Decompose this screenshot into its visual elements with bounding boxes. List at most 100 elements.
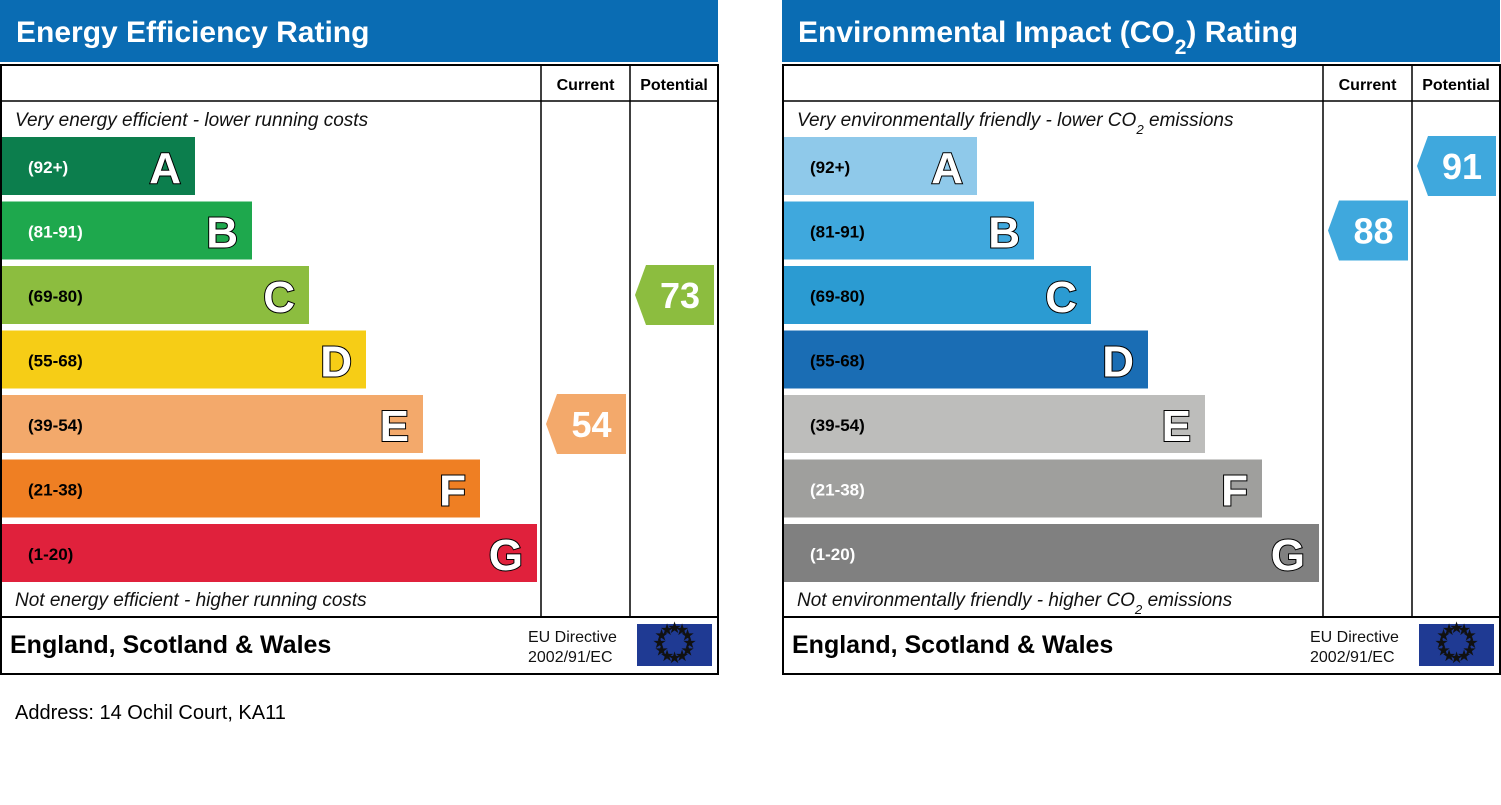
band-letter-a: A [149,144,181,193]
band-range-c: (69-80) [810,287,865,306]
band-bar-b [2,201,252,260]
eu-star-icon: ★ [654,643,668,660]
eu-star-icon: ★ [1442,622,1456,639]
band-letter-g: G [489,531,523,580]
column-header-potential: Potential [1422,77,1490,94]
band-range-e: (39-54) [28,416,83,435]
band-range-c: (69-80) [28,287,83,306]
band-range-d: (55-68) [810,352,865,371]
potential-rating-value: 73 [660,275,700,316]
eu-star-icon: ★ [654,628,668,645]
current-rating-value: 88 [1353,211,1393,252]
panel-header [0,0,718,62]
panel-header [782,0,1500,62]
band-bar-f [2,459,480,518]
eu-directive-label: EU Directive [528,629,617,646]
eu-star-icon: ★ [682,635,696,652]
eu-star-icon: ★ [680,643,694,660]
potential-rating-arrow [1417,136,1496,196]
column-header-current: Current [557,77,615,94]
bottom-note: Not energy efficient - higher running co… [15,590,367,611]
eu-star-icon: ★ [1464,635,1478,652]
band-range-e: (39-54) [810,416,865,435]
eu-star-icon: ★ [1449,620,1463,637]
band-bar-f [784,459,1262,518]
panel-title: Environmental Impact (CO2) Rating [798,16,1298,59]
current-rating-arrow [1328,200,1408,261]
panel-title: Energy Efficiency Rating [16,16,369,49]
band-bar-c [2,266,309,324]
band-letter-d: D [1102,338,1134,387]
eu-star-icon: ★ [675,648,689,665]
band-bar-g [2,524,537,582]
eu-star-icon: ★ [660,648,674,665]
eu-star-icon: ★ [667,650,681,667]
band-range-d: (55-68) [28,352,83,371]
panel-frame [0,64,719,675]
band-letter-a: A [931,144,963,193]
eu-directive-number: 2002/91/EC [1310,649,1395,666]
band-letter-c: C [263,273,295,322]
band-letter-c: C [1045,273,1077,322]
band-letter-f: F [1221,467,1248,516]
rating-panel-2: Environmental Impact (CO2) Rating Current… [782,0,1501,675]
band-range-a: (92+) [28,158,68,177]
eu-star-icon: ★ [1449,650,1463,667]
eu-star-icon: ★ [1462,628,1476,645]
band-bar-d [2,330,366,389]
address-text: Address: 14 Ochil Court, KA11 [15,702,286,724]
eu-flag-background [637,624,712,666]
eu-star-icon: ★ [667,620,681,637]
current-rating-arrow [546,394,626,454]
column-header-current: Current [1339,77,1397,94]
band-bar-g [784,524,1319,582]
band-range-b: (81-91) [28,223,83,242]
region-label: England, Scotland & Wales [10,631,331,659]
band-range-g: (1-20) [28,545,73,564]
band-bar-a [2,137,195,195]
eu-directive-number: 2002/91/EC [528,649,613,666]
eu-flag-background [1419,624,1494,666]
eu-star-icon: ★ [1442,648,1456,665]
eu-star-icon: ★ [1462,643,1476,660]
band-range-b: (81-91) [810,223,865,242]
band-bar-d [784,330,1148,389]
band-letter-d: D [320,338,352,387]
band-letter-f: F [439,467,466,516]
band-bar-e [2,395,423,453]
eu-star-icon: ★ [660,622,674,639]
current-rating-value: 54 [571,404,611,445]
band-bar-c [784,266,1091,324]
band-letter-e: E [1162,402,1191,451]
band-letter-b: B [988,209,1020,258]
column-header-potential: Potential [640,77,708,94]
potential-rating-arrow [635,265,714,325]
eu-star-icon: ★ [680,628,694,645]
top-note: Very environmentally friendly - lower CO… [797,110,1234,137]
rating-panel-1: Energy Efficiency Rating Current Potential… [0,0,719,675]
eu-flag-icon: ★★★★★★★★★★★★ [1419,620,1494,667]
band-bar-e [784,395,1205,453]
eu-star-icon: ★ [675,622,689,639]
band-range-f: (21-38) [28,481,83,500]
band-bar-a [784,137,977,195]
eu-star-icon: ★ [652,635,666,652]
eu-directive-label: EU Directive [1310,629,1399,646]
band-range-g: (1-20) [810,545,855,564]
eu-star-icon: ★ [1436,628,1450,645]
band-range-f: (21-38) [810,481,865,500]
band-bar-b [784,201,1034,260]
top-note: Very energy efficient - lower running co… [15,110,369,131]
band-letter-g: G [1271,531,1305,580]
band-range-a: (92+) [810,158,850,177]
eu-star-icon: ★ [1457,648,1471,665]
region-label: England, Scotland & Wales [792,631,1113,659]
eu-star-icon: ★ [1436,643,1450,660]
bottom-note: Not environmentally friendly - higher CO… [797,590,1233,617]
band-letter-b: B [206,209,238,258]
band-letter-e: E [380,402,409,451]
eu-star-icon: ★ [1434,635,1448,652]
potential-rating-value: 91 [1442,146,1482,187]
eu-flag-icon: ★★★★★★★★★★★★ [637,620,712,667]
